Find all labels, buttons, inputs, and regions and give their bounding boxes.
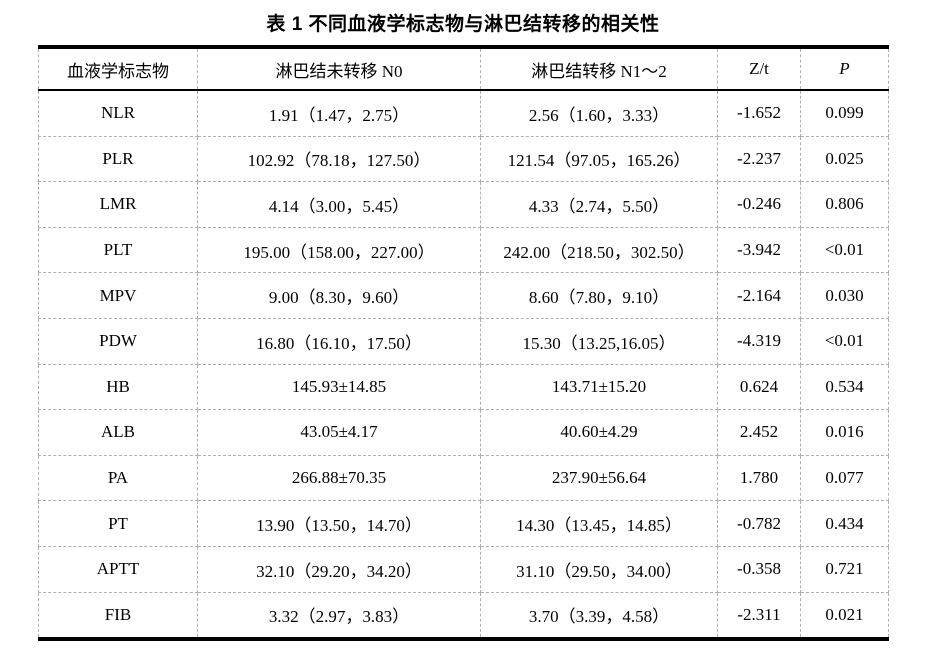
n0-value-cell: 32.10（29.20，34.20）	[197, 545, 481, 593]
n0-value-cell: 1.91（1.47，2.75）	[197, 89, 481, 137]
p-value-cell: 0.077	[800, 454, 889, 502]
table-body: NLR 1.91（1.47，2.75） 2.56（1.60，3.33） -1.6…	[38, 89, 889, 640]
zt-value-cell: 1.780	[717, 454, 801, 502]
table-row: FIB 3.32（2.97，3.83） 3.70（3.39，4.58） -2.3…	[38, 591, 889, 640]
p-value-cell: <0.01	[800, 226, 889, 274]
marker-cell: ALB	[38, 409, 198, 456]
n0-value-cell: 16.80（16.10，17.50）	[197, 317, 481, 365]
p-value-cell: 0.534	[800, 363, 889, 411]
zt-value-cell: 0.624	[717, 363, 801, 411]
p-value-cell: 0.434	[800, 500, 889, 547]
n12-value-cell: 14.30（13.45，14.85）	[480, 500, 718, 547]
p-value-cell: 0.721	[800, 545, 889, 593]
zt-value-cell: -3.942	[717, 226, 801, 274]
marker-cell: PT	[38, 500, 198, 547]
p-value-cell: 0.806	[800, 181, 889, 228]
n0-value-cell: 3.32（2.97，3.83）	[197, 591, 481, 640]
col-header-marker: 血液学标志物	[38, 46, 198, 91]
p-value-cell: 0.030	[800, 272, 889, 319]
n0-value-cell: 13.90（13.50，14.70）	[197, 500, 481, 547]
zt-value-cell: -4.319	[717, 317, 801, 365]
p-value-cell: 0.025	[800, 135, 889, 183]
p-value-cell: 0.021	[800, 591, 889, 640]
marker-cell: PA	[38, 454, 198, 502]
n12-value-cell: 40.60±4.29	[480, 409, 718, 456]
table-caption: 表 1 不同血液学标志物与淋巴结转移的相关性	[266, 14, 660, 35]
n0-value-cell: 102.92（78.18，127.50）	[197, 135, 481, 183]
table-row: MPV 9.00（8.30，9.60） 8.60（7.80，9.10） -2.1…	[38, 272, 889, 319]
zt-value-cell: -2.311	[717, 591, 801, 640]
p-value-cell: 0.099	[800, 89, 889, 137]
marker-cell: NLR	[38, 89, 198, 137]
marker-cell: HB	[38, 363, 198, 411]
zt-value-cell: 2.452	[717, 409, 801, 456]
n12-value-cell: 2.56（1.60，3.33）	[480, 89, 718, 137]
n12-value-cell: 15.30（13.25,16.05）	[480, 317, 718, 365]
n12-value-cell: 242.00（218.50，302.50）	[480, 226, 718, 274]
marker-cell: FIB	[38, 591, 198, 640]
zt-value-cell: -0.246	[717, 181, 801, 228]
n12-value-cell: 3.70（3.39，4.58）	[480, 591, 718, 640]
table-row: PDW 16.80（16.10，17.50） 15.30（13.25,16.05…	[38, 317, 889, 365]
table-row: NLR 1.91（1.47，2.75） 2.56（1.60，3.33） -1.6…	[38, 89, 889, 137]
table-row: ALB 43.05±4.17 40.60±4.29 2.452 0.016	[38, 409, 889, 456]
n12-value-cell: 4.33（2.74，5.50）	[480, 181, 718, 228]
table-row: APTT 32.10（29.20，34.20） 31.10（29.50，34.0…	[38, 545, 889, 593]
correlation-table: 血液学标志物 淋巴结未转移 N0 淋巴结转移 N1～2 Z/t P NLR 1.…	[38, 45, 889, 642]
col-header-p: P	[800, 46, 889, 91]
marker-cell: LMR	[38, 181, 198, 228]
n12-value-cell: 121.54（97.05，165.26）	[480, 135, 718, 183]
n12-value-cell: 8.60（7.80，9.10）	[480, 272, 718, 319]
col-header-n12: 淋巴结转移 N1～2	[480, 46, 718, 91]
n0-value-cell: 43.05±4.17	[197, 409, 481, 456]
zt-value-cell: -1.652	[717, 89, 801, 137]
p-value-cell: 0.016	[800, 409, 889, 456]
marker-cell: APTT	[38, 545, 198, 593]
table-row: HB 145.93±14.85 143.71±15.20 0.624 0.534	[38, 363, 889, 411]
n0-value-cell: 195.00（158.00，227.00）	[197, 226, 481, 274]
n0-value-cell: 266.88±70.35	[197, 454, 481, 502]
n12-value-cell: 31.10（29.50，34.00）	[480, 545, 718, 593]
table-row: LMR 4.14（3.00，5.45） 4.33（2.74，5.50） -0.2…	[38, 181, 889, 228]
n12-value-cell: 143.71±15.20	[480, 363, 718, 411]
zt-value-cell: -0.782	[717, 500, 801, 547]
col-header-zt: Z/t	[717, 46, 801, 91]
p-value-cell: <0.01	[800, 317, 889, 365]
n0-value-cell: 9.00（8.30，9.60）	[197, 272, 481, 319]
marker-cell: PDW	[38, 317, 198, 365]
zt-value-cell: -2.237	[717, 135, 801, 183]
col-header-n0: 淋巴结未转移 N0	[197, 46, 481, 91]
n0-value-cell: 145.93±14.85	[197, 363, 481, 411]
zt-value-cell: -0.358	[717, 545, 801, 593]
header-row: 血液学标志物 淋巴结未转移 N0 淋巴结转移 N1～2 Z/t P	[38, 46, 889, 91]
n12-value-cell: 237.90±56.64	[480, 454, 718, 502]
marker-cell: PLR	[38, 135, 198, 183]
table-row: PLR 102.92（78.18，127.50） 121.54（97.05，16…	[38, 135, 889, 183]
table-row: PT 13.90（13.50，14.70） 14.30（13.45，14.85）…	[38, 500, 889, 547]
zt-value-cell: -2.164	[717, 272, 801, 319]
n0-value-cell: 4.14（3.00，5.45）	[197, 181, 481, 228]
table-row: PLT 195.00（158.00，227.00） 242.00（218.50，…	[38, 226, 889, 274]
marker-cell: MPV	[38, 272, 198, 319]
marker-cell: PLT	[38, 226, 198, 274]
table-row: PA 266.88±70.35 237.90±56.64 1.780 0.077	[38, 454, 889, 502]
